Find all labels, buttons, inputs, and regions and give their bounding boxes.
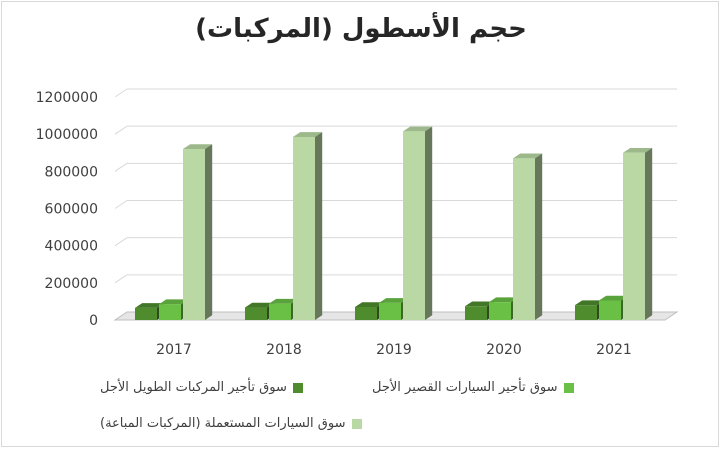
bar-top-3-0 bbox=[465, 301, 495, 307]
bar-3-1 bbox=[489, 302, 511, 320]
bar-2-1 bbox=[379, 302, 401, 320]
bar-side-1-2 bbox=[315, 132, 323, 320]
x-tick-label-1: 2018 bbox=[266, 342, 302, 358]
legend-item-short-term-rental: سوق تأجير السيارات القصير الأجل bbox=[372, 380, 574, 395]
y-tick-label-4: 800000 bbox=[45, 164, 98, 180]
y-tick-label-5: 1000000 bbox=[36, 127, 98, 143]
legend-swatch-short-term-rental bbox=[563, 382, 574, 393]
bar-top-0-0 bbox=[135, 303, 165, 308]
gridline-depth-2 bbox=[114, 237, 128, 247]
bar-4-2 bbox=[623, 152, 645, 320]
bar-side-3-2 bbox=[535, 153, 543, 320]
bar-top-3-1 bbox=[489, 297, 519, 303]
legend-label-used-cars: سوق السيارات المستعملة (المركبات المباعة… bbox=[100, 416, 346, 431]
legend-swatch-used-cars bbox=[351, 418, 362, 429]
x-tick-label-4: 2021 bbox=[596, 342, 632, 358]
bar-1-1 bbox=[269, 303, 291, 320]
bar-2-2 bbox=[403, 131, 425, 320]
bar-1-0 bbox=[245, 307, 267, 320]
bar-2-0 bbox=[355, 306, 377, 320]
x-tick-label-3: 2020 bbox=[486, 342, 522, 358]
bar-side-4-2 bbox=[645, 147, 653, 320]
bar-top-0-2 bbox=[183, 144, 213, 150]
bar-top-3-2 bbox=[513, 153, 543, 159]
bar-side-2-2 bbox=[425, 126, 433, 321]
bar-top-1-1 bbox=[269, 298, 299, 304]
bar-3-0 bbox=[465, 306, 487, 320]
bar-0-1 bbox=[159, 304, 181, 320]
legend-swatch-long-term-leasing bbox=[292, 382, 303, 393]
bar-top-4-1 bbox=[599, 295, 629, 301]
legend-label-long-term-leasing: سوق تأجير المركبات الطويل الأجل bbox=[100, 380, 287, 395]
gridline-depth-5 bbox=[114, 125, 128, 135]
y-tick-label-0: 0 bbox=[89, 313, 98, 329]
y-tick-label-1: 200000 bbox=[45, 276, 98, 292]
bar-top-1-2 bbox=[293, 132, 323, 137]
legend-item-long-term-leasing: سوق تأجير المركبات الطويل الأجل bbox=[100, 380, 303, 395]
bar-4-1 bbox=[599, 300, 621, 320]
bar-top-0-1 bbox=[159, 299, 189, 305]
bar-top-4-0 bbox=[575, 300, 605, 306]
bar-top-4-2 bbox=[623, 147, 653, 153]
x-tick-label-2: 2019 bbox=[376, 342, 412, 358]
bar-0-2 bbox=[183, 149, 205, 320]
chart-title: حجم الأسطول (المركبات) bbox=[195, 14, 527, 44]
gridline-depth-6 bbox=[114, 88, 128, 98]
bar-top-2-2 bbox=[403, 126, 433, 132]
bar-top-2-1 bbox=[379, 298, 409, 303]
y-tick-label-2: 400000 bbox=[45, 239, 98, 255]
bar-1-2 bbox=[293, 136, 315, 320]
legend-label-short-term-rental: سوق تأجير السيارات القصير الأجل bbox=[372, 380, 558, 395]
bar-3-2 bbox=[513, 158, 535, 320]
y-tick-label-6: 1200000 bbox=[36, 90, 98, 106]
legend-item-used-cars: سوق السيارات المستعملة (المركبات المباعة… bbox=[100, 416, 362, 431]
x-tick-label-0: 2017 bbox=[156, 342, 192, 358]
gridline-depth-3 bbox=[114, 200, 128, 209]
bar-0-0 bbox=[135, 307, 157, 320]
y-tick-label-3: 600000 bbox=[45, 202, 98, 218]
gridline-depth-4 bbox=[114, 162, 128, 172]
bar-top-1-0 bbox=[245, 302, 275, 308]
bar-top-2-0 bbox=[355, 302, 385, 307]
gridline-depth-1 bbox=[114, 274, 128, 284]
bar-4-0 bbox=[575, 305, 597, 320]
bar-side-0-2 bbox=[205, 144, 213, 320]
